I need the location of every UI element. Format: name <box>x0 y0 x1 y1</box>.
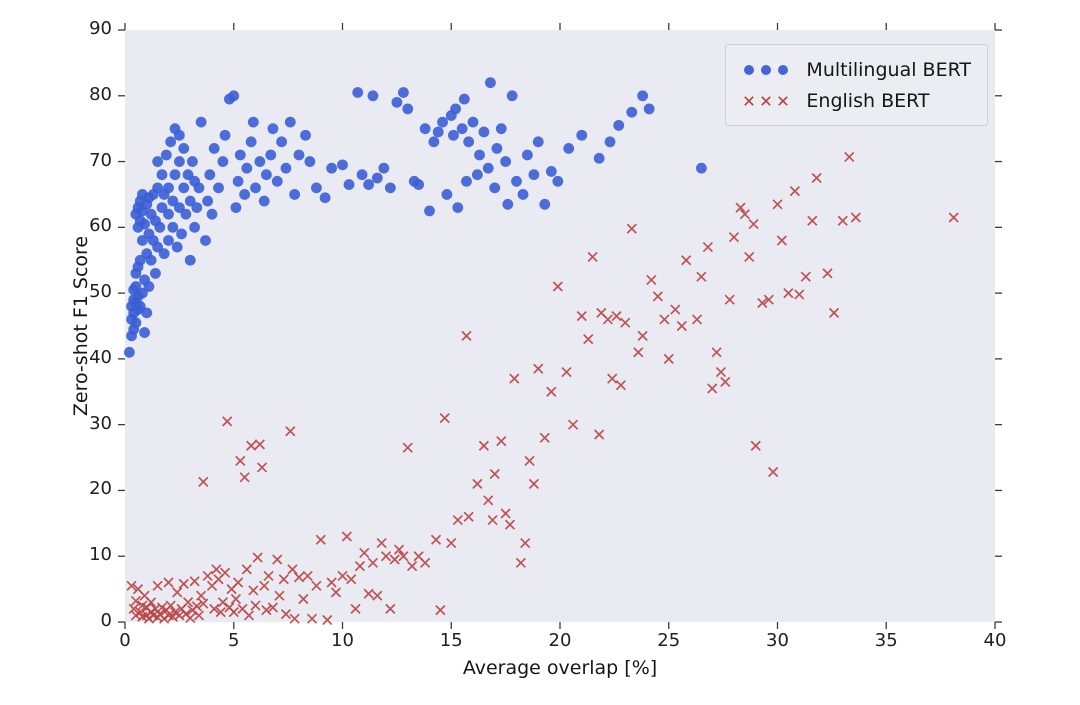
legend-entry-multilingual-bert: Multilingual BERT <box>738 54 971 85</box>
x-tick-label: 15 <box>439 630 463 651</box>
y-tick-label: 70 <box>89 149 112 171</box>
y-tick-label: 80 <box>89 83 112 105</box>
y-tick-label: 10 <box>89 544 112 566</box>
legend-label-multilingual-bert: Multilingual BERT <box>806 58 971 81</box>
plot-area <box>118 23 1002 629</box>
y-tick-label: 40 <box>89 346 112 368</box>
x-tick-label: 20 <box>548 630 572 651</box>
x-tick-label: 10 <box>331 630 354 651</box>
y-axis-label: Zero-shot F1 Score <box>70 235 92 417</box>
x-tick-label: 25 <box>657 630 681 651</box>
y-tick-label: 60 <box>89 215 112 237</box>
legend-label-english-bert: English BERT <box>806 89 930 112</box>
circle-markers-icon <box>744 64 789 75</box>
scatter-points-layer <box>118 23 1002 629</box>
y-tick-label: 90 <box>89 18 112 39</box>
legend-entry-english-bert: English BERT <box>738 85 971 116</box>
x-tick-label: 5 <box>228 630 240 651</box>
x-tick-label: 30 <box>766 630 789 651</box>
y-tick-label: 20 <box>89 478 112 500</box>
y-tick-label: 30 <box>89 412 112 434</box>
x-tick-label: 40 <box>983 630 1007 651</box>
x-axis-label: Average overlap [%] <box>462 657 658 679</box>
y-tick-label: 50 <box>89 281 112 303</box>
series-0-points <box>123 77 707 358</box>
series-1-points <box>126 151 959 626</box>
x-tick-label: 35 <box>874 630 898 651</box>
x-markers-icon <box>744 95 789 106</box>
y-tick-label: 0 <box>100 610 112 631</box>
legend: Multilingual BERT English BERT <box>725 44 988 126</box>
x-tick-label: 0 <box>119 630 131 651</box>
